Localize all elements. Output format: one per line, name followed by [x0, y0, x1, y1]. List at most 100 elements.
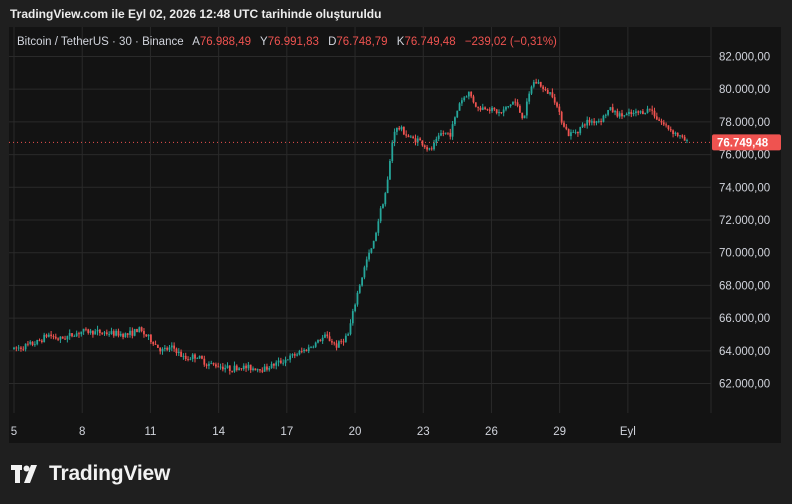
candle	[660, 118, 663, 125]
candle-body	[625, 114, 628, 116]
candle	[273, 363, 275, 369]
candle-body	[495, 109, 498, 114]
candle	[337, 340, 340, 348]
candle	[386, 176, 389, 194]
candle-body	[437, 135, 440, 139]
candle	[270, 361, 273, 369]
candle-body	[382, 204, 384, 209]
candle-body	[407, 135, 410, 138]
candle	[105, 329, 108, 336]
candle-body	[604, 114, 607, 116]
candle	[163, 345, 166, 352]
candle	[632, 110, 635, 117]
candle-body	[98, 329, 101, 333]
candle-body	[458, 103, 461, 111]
candle	[458, 102, 461, 111]
candle-body	[347, 334, 350, 336]
candle-body	[38, 339, 41, 341]
candle	[64, 335, 66, 341]
candle	[143, 328, 145, 338]
candle	[73, 334, 76, 337]
candlestick-chart[interactable]: 62.000,00 64.000,00 66.000,00 68.000,00 70.0…	[9, 27, 781, 443]
candle-body	[556, 102, 558, 107]
candle	[349, 319, 352, 336]
candle	[45, 333, 48, 339]
candle	[384, 191, 387, 207]
candle-body	[68, 333, 71, 337]
candle-body	[500, 112, 503, 113]
x-tick-label: 29	[553, 426, 566, 438]
candle-body	[442, 133, 445, 134]
candle-body	[358, 285, 361, 293]
candle-body	[61, 336, 64, 339]
candle	[467, 91, 470, 100]
candle	[129, 327, 131, 338]
candle-body	[242, 365, 245, 370]
candle-body	[644, 112, 647, 115]
candle-body	[182, 355, 185, 357]
candle	[13, 346, 15, 350]
candle-body	[231, 370, 234, 372]
candle-body	[180, 351, 182, 357]
candle-body	[212, 363, 215, 365]
candle	[252, 366, 254, 372]
candle-body	[370, 248, 373, 253]
candle-body	[426, 147, 428, 150]
candle	[198, 355, 201, 360]
candle-body	[328, 336, 331, 342]
candle	[136, 328, 138, 333]
candle	[586, 116, 589, 129]
candle-body	[117, 330, 120, 336]
candle	[189, 357, 192, 361]
candle-body	[89, 330, 92, 333]
candle	[319, 338, 322, 342]
high-value: 76.991,83	[268, 36, 319, 48]
candle-body	[486, 109, 489, 110]
candle	[486, 108, 489, 111]
candle	[539, 81, 542, 88]
candle-body	[196, 358, 199, 360]
candle	[347, 332, 350, 336]
candle	[29, 340, 32, 346]
candle-body	[477, 106, 480, 108]
candle	[166, 346, 169, 352]
candle-body	[254, 368, 257, 371]
candle	[103, 330, 106, 336]
candle-body	[574, 131, 577, 133]
tradingview-logo[interactable]: TradingView	[11, 462, 170, 486]
candle	[440, 129, 442, 137]
candle	[593, 118, 596, 126]
y-tick-label: 64.000,00	[719, 346, 770, 358]
candle-body	[208, 363, 210, 366]
candle	[59, 336, 62, 343]
candle-body	[639, 111, 642, 113]
candle	[321, 334, 324, 344]
candle	[641, 108, 644, 115]
candle-body	[409, 136, 412, 138]
candle-body	[210, 363, 213, 364]
candle-body	[351, 311, 354, 324]
candle	[312, 345, 315, 349]
candle-body	[15, 347, 18, 349]
candle-body	[479, 107, 482, 110]
chart-area[interactable]: 62.000,00 64.000,00 66.000,00 68.000,00 70.0…	[9, 27, 781, 443]
candle-body	[45, 334, 48, 337]
candle-body	[64, 338, 66, 340]
candle-body	[560, 111, 563, 123]
candle-body	[303, 349, 305, 352]
candle	[89, 328, 92, 335]
candle	[597, 118, 600, 124]
candle	[646, 105, 649, 114]
candle	[479, 105, 482, 112]
candle	[590, 118, 593, 126]
candle-body	[240, 368, 243, 370]
candle-body	[488, 109, 491, 111]
candle-body	[572, 132, 575, 133]
last-price-value: 76.749,48	[717, 137, 769, 149]
candle	[556, 101, 558, 109]
candle	[509, 104, 512, 108]
candle-body	[433, 142, 435, 150]
candle-body	[632, 112, 635, 115]
candle	[655, 112, 658, 121]
candle-body	[590, 121, 593, 123]
